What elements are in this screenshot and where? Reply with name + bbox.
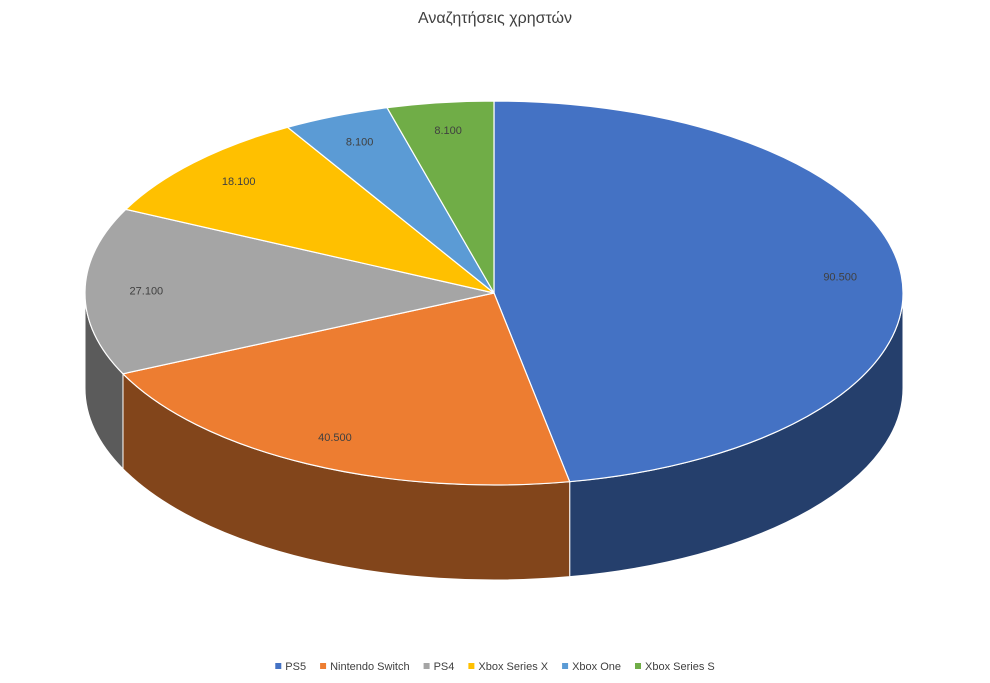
legend-label: Xbox One: [572, 661, 621, 673]
legend-swatch: [468, 663, 475, 669]
data-label: 40.500: [318, 432, 352, 444]
legend-label: PS5: [285, 661, 306, 673]
slice: [124, 126, 495, 294]
data-label: 8.100: [346, 136, 374, 148]
legend-swatch: [275, 663, 282, 669]
legend-swatch: [423, 663, 430, 669]
legend-label: Xbox Series X: [478, 661, 548, 673]
data-label: 90.500: [823, 272, 857, 284]
legend-swatch: [635, 663, 642, 669]
data-label: 27.100: [130, 286, 164, 298]
slice: [493, 100, 904, 483]
slice: [84, 208, 495, 375]
chart-title: Αναζητήσεις χρηστών: [418, 10, 572, 27]
slice: [386, 100, 495, 296]
data-label: 18.100: [222, 176, 256, 188]
data-label: 8.100: [434, 125, 462, 137]
legend-label: Nintendo Switch: [330, 661, 410, 673]
legend-swatch: [562, 663, 569, 669]
legend: PS5 Nintendo Switch PS4 Xbox Series X Xbox O…: [275, 661, 715, 673]
legend-label: Xbox Series S: [645, 661, 715, 673]
legend-swatch: [320, 663, 327, 669]
slice: [121, 292, 571, 486]
legend-label: PS4: [434, 661, 455, 673]
